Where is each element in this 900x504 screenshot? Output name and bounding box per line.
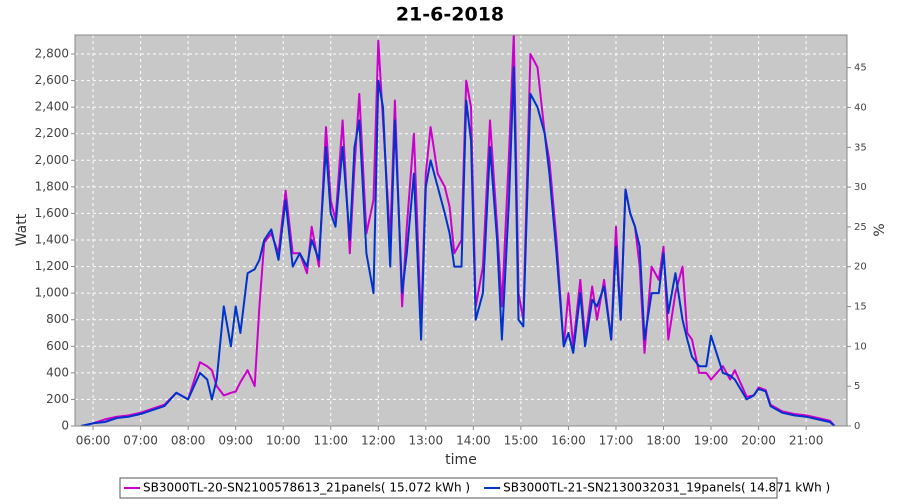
y2-tick-label: 20 xyxy=(854,262,867,273)
y-tick-label: 400 xyxy=(46,365,69,379)
y-axis-label: Watt xyxy=(14,213,30,246)
x-tick-label: 07:00 xyxy=(123,434,158,448)
y-tick-label: 1,600 xyxy=(35,206,69,220)
y2-tick-label: 10 xyxy=(854,341,867,352)
series-line xyxy=(80,35,836,426)
legend xyxy=(119,477,778,499)
x-tick-label: 18:00 xyxy=(646,434,681,448)
legend-label: SB3000TL-20-SN2100578613_21panels( 15.07… xyxy=(143,481,470,495)
y2-tick-label: 35 xyxy=(854,142,867,153)
x-tick-label: 20:00 xyxy=(741,434,776,448)
x-tick-label: 13:00 xyxy=(409,434,444,448)
series-line xyxy=(80,66,836,426)
y2-tick-label: 45 xyxy=(854,63,867,74)
x-tick-label: 19:00 xyxy=(694,434,729,448)
y-tick-label: 1,800 xyxy=(35,179,69,193)
x-tick-label: 15:00 xyxy=(504,434,539,448)
lines xyxy=(80,35,836,426)
y-tick-label: 1,400 xyxy=(35,232,69,246)
y-tick-label: 2,400 xyxy=(35,100,69,114)
x-tick-label: 09:00 xyxy=(218,434,253,448)
y2-tick-label: 15 xyxy=(854,302,867,313)
x-tick-label: 17:00 xyxy=(599,434,634,448)
y-tick-label: 200 xyxy=(46,392,69,406)
y-tick-label: 1,000 xyxy=(35,286,69,300)
chart-title: 21-6-2018 xyxy=(396,4,504,26)
legend-label: SB3000TL-21-SN2130032031_19panels( 14.87… xyxy=(503,481,830,495)
x-tick-label: 12:00 xyxy=(361,434,396,448)
y-tick-label: 2,200 xyxy=(35,126,69,140)
y-tick-label: 2,000 xyxy=(35,153,69,167)
plot-border xyxy=(74,34,848,427)
y-tick-label: 1,200 xyxy=(35,259,69,273)
x-tick-label: 21:00 xyxy=(789,434,824,448)
y2-tick-label: 0 xyxy=(854,421,860,432)
y-tick-label: 2,800 xyxy=(35,46,69,60)
x-tick-label: 08:00 xyxy=(171,434,206,448)
x-tick-label: 11:00 xyxy=(313,434,348,448)
y-tick-label: 800 xyxy=(46,312,69,326)
x-tick-label: 16:00 xyxy=(551,434,586,448)
x-tick-label: 14:00 xyxy=(456,434,491,448)
y2-tick-label: 30 xyxy=(854,182,867,193)
y-tick-label: 600 xyxy=(46,339,69,353)
y-tick-label: 2,600 xyxy=(35,73,69,87)
y2-tick-label: 40 xyxy=(854,102,867,113)
x-axis-label: time xyxy=(445,452,477,468)
x-tick-label: 06:00 xyxy=(76,434,111,448)
y2-tick-label: 25 xyxy=(854,222,867,233)
y2-axis-label: % xyxy=(872,223,888,236)
y-tick-label: 0 xyxy=(61,419,69,433)
x-tick-label: 10:00 xyxy=(266,434,301,448)
grid xyxy=(75,35,847,427)
y2-tick-label: 5 xyxy=(854,381,860,392)
